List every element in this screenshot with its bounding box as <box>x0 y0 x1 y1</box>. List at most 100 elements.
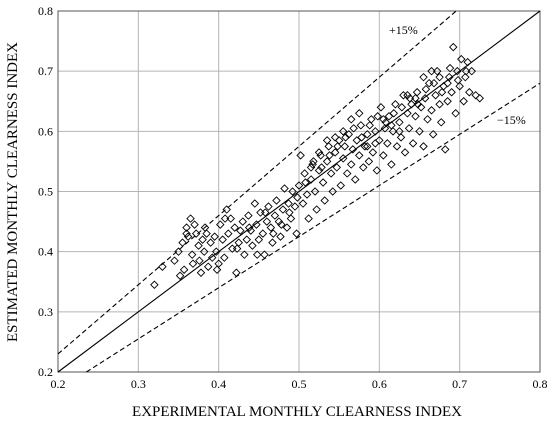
data-point <box>340 142 350 151</box>
data-point <box>363 142 372 151</box>
data-point <box>372 166 382 175</box>
data-points <box>150 42 484 289</box>
data-point <box>475 94 484 103</box>
data-point <box>242 235 252 244</box>
data-point <box>284 199 293 208</box>
data-point <box>451 109 460 118</box>
data-point <box>208 253 217 262</box>
data-point <box>375 136 384 145</box>
minus-15-percent-label: −15% <box>497 113 526 127</box>
data-point <box>421 84 431 94</box>
data-point <box>268 238 277 247</box>
data-point <box>306 175 316 184</box>
data-point <box>210 232 219 241</box>
data-point <box>212 247 221 256</box>
data-point <box>459 97 468 106</box>
one-to-one-line <box>57 10 541 373</box>
data-point <box>427 106 436 115</box>
data-point <box>324 142 333 151</box>
data-point <box>270 211 280 220</box>
data-point <box>306 163 316 172</box>
data-point <box>260 250 269 259</box>
data-point <box>397 103 407 112</box>
data-point <box>187 250 197 259</box>
x-tick-label: 0.7 <box>452 377 467 391</box>
data-point <box>250 199 260 208</box>
data-point <box>380 124 390 133</box>
data-point <box>256 208 265 217</box>
data-point <box>404 124 414 133</box>
data-point <box>170 256 179 265</box>
data-point <box>388 127 398 136</box>
y-tick-label: 0.4 <box>38 245 53 259</box>
data-point <box>407 100 416 109</box>
data-point <box>240 250 249 259</box>
y-tick-label: 0.2 <box>38 365 53 379</box>
data-point <box>461 72 470 82</box>
data-point <box>282 223 292 232</box>
data-point <box>413 100 423 109</box>
data-point <box>416 103 426 112</box>
data-point <box>400 148 410 157</box>
data-point <box>310 187 320 196</box>
data-point <box>218 235 227 244</box>
data-point <box>471 90 480 100</box>
data-point <box>365 121 374 130</box>
data-point <box>455 81 464 91</box>
data-point <box>341 133 350 142</box>
data-point <box>330 148 340 157</box>
data-point <box>383 139 392 148</box>
data-point <box>411 94 420 103</box>
data-point <box>338 127 348 136</box>
data-point <box>178 238 187 247</box>
data-point <box>334 136 344 145</box>
data-point <box>436 118 446 127</box>
data-point <box>304 214 313 223</box>
data-point <box>371 139 380 148</box>
data-point <box>346 160 356 169</box>
data-point <box>363 130 372 139</box>
data-point <box>224 229 233 238</box>
data-point <box>392 142 402 151</box>
data-point <box>408 139 418 148</box>
data-point <box>238 217 248 226</box>
plot-frame <box>57 10 541 373</box>
data-point <box>300 169 309 178</box>
data-point <box>387 121 396 130</box>
data-point <box>158 262 167 271</box>
data-point <box>367 115 376 124</box>
data-point <box>391 100 400 109</box>
data-point <box>440 145 450 154</box>
data-point <box>195 256 204 265</box>
data-point <box>266 223 276 232</box>
y-tick-label: 0.3 <box>38 305 53 319</box>
data-point <box>332 163 341 172</box>
data-point <box>352 136 362 145</box>
data-point <box>463 57 472 67</box>
data-point <box>389 109 399 118</box>
data-point <box>435 72 444 82</box>
data-point <box>191 229 201 238</box>
data-point <box>220 214 230 223</box>
x-tick-label: 0.4 <box>211 377 226 391</box>
y-axis-title: ESTIMATED MONTHLY CLEARNESS INDEX <box>5 42 21 342</box>
data-point <box>226 214 235 223</box>
data-point <box>200 223 210 232</box>
data-point <box>309 157 318 166</box>
data-point <box>293 193 302 202</box>
data-point <box>379 115 388 124</box>
data-point <box>232 268 241 277</box>
data-point <box>290 202 300 211</box>
data-point <box>373 112 382 121</box>
data-point <box>419 72 428 82</box>
data-point <box>179 265 189 274</box>
data-point <box>182 229 191 238</box>
y-tick-label: 0.6 <box>38 124 53 138</box>
data-point <box>254 235 264 244</box>
data-point <box>244 211 253 220</box>
tick-labels: 0.2 0.3 0.4 0.5 0.6 0.7 0.8 0.2 0.3 0.4 0.5 0.6 0.7 0… <box>38 4 548 391</box>
data-point <box>437 87 447 97</box>
data-point <box>336 181 346 190</box>
data-point <box>399 90 408 100</box>
